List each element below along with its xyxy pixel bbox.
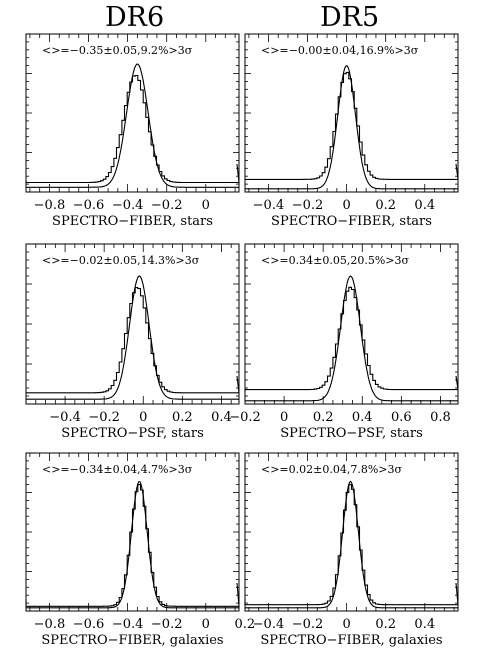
x-tick-label: 0.8 <box>430 410 451 425</box>
x-tick-label: −0.4 <box>112 617 144 632</box>
x-tick-label: −0.2 <box>292 617 324 632</box>
x-tick-label: 0.2 <box>313 410 334 425</box>
histogram-series <box>245 287 458 392</box>
x-tick-label: −0.4 <box>49 410 81 425</box>
x-tick-label: −0.2 <box>229 410 261 425</box>
panel-dr5-middle: −0.2 0 0.2 0.4 0.6 0.8 SPECTRO−PSF, stars <>=0.… <box>229 244 458 441</box>
x-tick-label: 0.2 <box>172 410 193 425</box>
x-tick-label: 0.2 <box>375 617 396 632</box>
histogram-series <box>245 485 458 605</box>
stats-annotation: <>=−0.35±0.05,9.2%>3σ <box>42 44 193 57</box>
x-tick-label: 0.4 <box>414 617 435 632</box>
plot-frame <box>245 34 458 192</box>
x-tick-label: −0.6 <box>73 198 105 213</box>
stats-annotation: <>=0.34±0.05,20.5%>3σ <box>261 254 410 267</box>
x-tick-label: 0.4 <box>352 410 373 425</box>
x-tick-label: 0 <box>342 198 350 213</box>
stats-annotation: <>=−0.02±0.05,14.3%>3σ <box>42 254 200 267</box>
x-tick-label: −0.4 <box>253 198 285 213</box>
stats-annotation: <>=0.02±0.04,7.8%>3σ <box>261 463 403 476</box>
x-tick-label: −0.6 <box>73 617 105 632</box>
x-tick-label: 0.6 <box>391 410 412 425</box>
x-tick-label: 0 <box>280 410 288 425</box>
smooth-series <box>245 276 458 401</box>
x-tick-label: 0.4 <box>414 198 435 213</box>
x-tick-label: 0 <box>139 410 147 425</box>
x-tick-label: −0.8 <box>34 198 66 213</box>
histogram-series <box>26 288 239 393</box>
stats-annotation: <>=−0.34±0.04,4.7%>3σ <box>42 463 193 476</box>
histogram-series <box>245 72 458 180</box>
x-tick-label: −0.4 <box>253 617 285 632</box>
plot-frame <box>245 453 458 611</box>
x-tick-label: −0.2 <box>151 617 183 632</box>
plot-frame <box>245 244 458 404</box>
x-axis-label: SPECTRO−FIBER, stars <box>52 214 213 229</box>
x-tick-label: 0.2 <box>375 198 396 213</box>
x-axis-label: SPECTRO−PSF, stars <box>61 426 204 441</box>
plot-frame <box>26 34 239 192</box>
x-tick-label: −0.2 <box>292 198 324 213</box>
x-axis-label: SPECTRO−PSF, stars <box>280 426 423 441</box>
x-tick-label: −0.2 <box>88 410 120 425</box>
smooth-series <box>26 482 239 608</box>
histogram-series <box>26 76 239 183</box>
x-axis-label: SPECTRO−FIBER, galaxies <box>41 633 223 648</box>
x-tick-label: −0.2 <box>151 198 183 213</box>
x-tick-label: −0.4 <box>112 198 144 213</box>
x-axis-label: SPECTRO−FIBER, galaxies <box>260 633 442 648</box>
x-axis-label: SPECTRO−FIBER, stars <box>271 214 432 229</box>
x-tick-label: −0.8 <box>34 617 66 632</box>
stats-annotation: <>=−0.00±0.04,16.9%>3σ <box>261 44 419 57</box>
x-tick-label: 0 <box>202 198 210 213</box>
x-tick-label: 0 <box>202 617 210 632</box>
plot-frame <box>26 244 239 404</box>
smooth-series <box>26 64 239 187</box>
histogram-series <box>26 485 239 607</box>
x-tick-label: 0 <box>342 617 350 632</box>
smooth-series <box>245 481 458 607</box>
